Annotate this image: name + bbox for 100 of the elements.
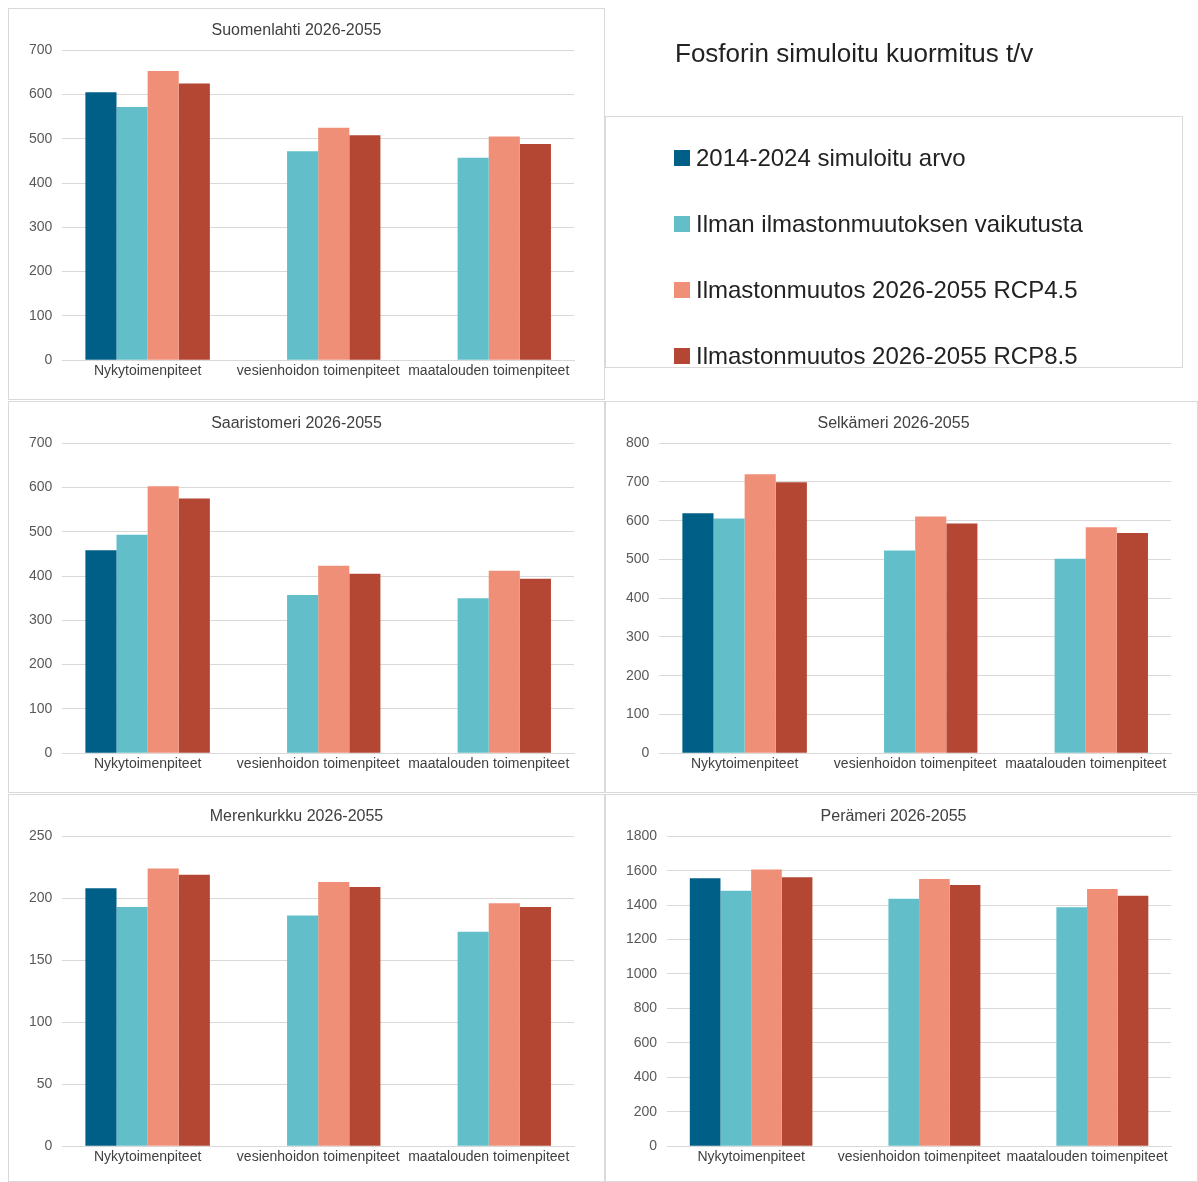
bar bbox=[689, 878, 721, 1146]
y-tick-label: 600 bbox=[29, 478, 53, 495]
bar bbox=[116, 906, 148, 1146]
y-tick-label: 1800 bbox=[625, 827, 658, 844]
y-tick-label: 800 bbox=[633, 999, 658, 1016]
bar bbox=[1056, 907, 1088, 1146]
x-tick-label: Nykytoimenpiteet bbox=[690, 755, 799, 772]
y-tick-label: 200 bbox=[633, 1102, 658, 1119]
bar bbox=[457, 931, 489, 1146]
y-tick-label: 700 bbox=[626, 472, 650, 489]
bar bbox=[781, 877, 813, 1146]
x-tick-label: Nykytoimenpiteet bbox=[93, 755, 202, 772]
bar bbox=[287, 595, 319, 753]
bar bbox=[1087, 888, 1118, 1146]
y-tick-label: 500 bbox=[29, 522, 53, 539]
bar bbox=[751, 869, 782, 1146]
y-tick-label: 300 bbox=[29, 611, 53, 628]
bar bbox=[318, 127, 350, 360]
x-tick-label: maatalouden toimenpiteet bbox=[1005, 755, 1167, 772]
y-tick-label: 700 bbox=[29, 434, 53, 451]
y-tick-label: 600 bbox=[29, 85, 53, 102]
y-tick-label: 250 bbox=[29, 827, 53, 844]
chart-title: Perämeri 2026-2055 bbox=[820, 807, 967, 825]
bar bbox=[946, 523, 978, 753]
y-tick-label: 200 bbox=[626, 666, 650, 683]
bar bbox=[349, 135, 381, 360]
bar bbox=[287, 915, 319, 1146]
bar bbox=[775, 482, 807, 753]
bar bbox=[682, 513, 714, 753]
legend-label: Ilmastonmuutos 2026-2055 RCP8.5 bbox=[696, 342, 1078, 370]
y-tick-label: 400 bbox=[29, 173, 53, 190]
x-tick-label: vesienhoidon toimenpiteet bbox=[236, 362, 400, 379]
bar bbox=[915, 516, 947, 753]
bar bbox=[1054, 558, 1086, 753]
bar bbox=[949, 884, 981, 1146]
bar bbox=[519, 578, 551, 753]
y-tick-label: 0 bbox=[649, 1137, 658, 1154]
y-tick-label: 1200 bbox=[625, 930, 658, 947]
bar bbox=[519, 144, 551, 360]
bar bbox=[519, 906, 551, 1146]
x-tick-label: vesienhoidon toimenpiteet bbox=[833, 755, 997, 772]
bar bbox=[884, 550, 916, 753]
y-tick-label: 400 bbox=[633, 1068, 658, 1085]
chart-title: Saaristomeri 2026-2055 bbox=[211, 414, 382, 432]
bar bbox=[488, 136, 520, 360]
y-tick-label: 150 bbox=[29, 951, 53, 968]
bar bbox=[744, 474, 776, 753]
y-tick-label: 400 bbox=[29, 566, 53, 583]
bar bbox=[178, 498, 210, 753]
x-tick-label: vesienhoidon toimenpiteet bbox=[837, 1148, 1001, 1165]
y-tick-label: 600 bbox=[633, 1033, 658, 1050]
x-tick-label: maatalouden toimenpiteet bbox=[408, 1148, 570, 1165]
bar bbox=[1117, 895, 1149, 1146]
legend-label: 2014-2024 simuloitu arvo bbox=[696, 144, 966, 172]
y-tick-label: 100 bbox=[29, 306, 53, 323]
bar bbox=[1116, 533, 1148, 753]
text: Fosforin simuloitu kuormitus t/v bbox=[675, 37, 1035, 70]
x-tick-label: maatalouden toimenpiteet bbox=[408, 755, 570, 772]
legend-label: Ilmastonmuutos 2026-2055 RCP4.5 bbox=[696, 276, 1078, 304]
bar bbox=[488, 570, 520, 753]
y-tick-label: 100 bbox=[29, 699, 53, 716]
y-tick-label: 300 bbox=[626, 627, 650, 644]
y-tick-label: 400 bbox=[626, 589, 650, 606]
y-tick-label: 1600 bbox=[625, 861, 658, 878]
bar bbox=[488, 903, 520, 1146]
bar bbox=[349, 573, 381, 753]
x-tick-label: maatalouden toimenpiteet bbox=[1006, 1148, 1168, 1165]
y-tick-label: 1400 bbox=[625, 895, 658, 912]
x-tick-label: Nykytoimenpiteet bbox=[93, 362, 202, 379]
bar bbox=[888, 898, 920, 1146]
x-tick-label: vesienhoidon toimenpiteet bbox=[236, 755, 400, 772]
x-tick-label: Nykytoimenpiteet bbox=[93, 1148, 202, 1165]
bar bbox=[287, 151, 319, 360]
y-tick-label: 0 bbox=[44, 744, 53, 761]
y-tick-label: 0 bbox=[44, 351, 53, 368]
y-tick-label: 700 bbox=[29, 41, 53, 58]
bar bbox=[713, 518, 745, 753]
y-tick-label: 50 bbox=[36, 1075, 53, 1092]
bar bbox=[85, 550, 117, 753]
bar bbox=[318, 882, 350, 1146]
bar bbox=[178, 83, 210, 360]
y-tick-label: 800 bbox=[626, 434, 650, 451]
x-tick-label: maatalouden toimenpiteet bbox=[408, 362, 570, 379]
bar bbox=[147, 486, 179, 753]
legend-label: Ilman ilmastonmuutoksen vaikutusta bbox=[696, 210, 1083, 238]
y-tick-label: 100 bbox=[29, 1013, 53, 1030]
y-tick-label: 500 bbox=[626, 550, 650, 567]
bar bbox=[116, 106, 148, 360]
bar bbox=[457, 157, 489, 360]
y-tick-label: 100 bbox=[626, 705, 650, 722]
bar bbox=[919, 879, 950, 1146]
bar bbox=[457, 598, 489, 753]
y-tick-label: 600 bbox=[626, 511, 650, 528]
y-tick-label: 0 bbox=[44, 1137, 53, 1154]
chart-title: Suomenlahti 2026-2055 bbox=[211, 21, 382, 39]
y-tick-label: 200 bbox=[29, 262, 53, 279]
bar bbox=[85, 92, 117, 360]
y-tick-label: 200 bbox=[29, 655, 53, 672]
bar bbox=[178, 874, 210, 1146]
y-tick-label: 1000 bbox=[625, 964, 658, 981]
